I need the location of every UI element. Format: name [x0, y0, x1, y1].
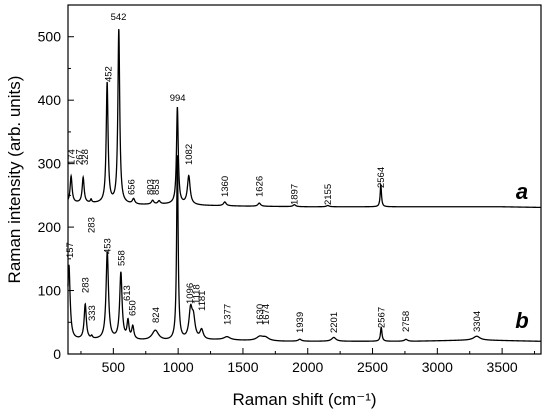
plot-frame — [67, 4, 542, 355]
series-a-peak-label: 452 — [104, 66, 115, 82]
series-tag-b: b — [515, 308, 528, 333]
series-b-peak-label: 333 — [87, 305, 98, 321]
x-tick-label: 3500 — [487, 359, 518, 375]
series-b-peak-label: 558 — [117, 250, 128, 266]
x-tick-label: 1500 — [227, 359, 258, 375]
series-b-peak-label: 157 — [65, 242, 76, 258]
series-a-peak-label: 1897 — [290, 184, 301, 205]
series-a-peak-label: 853 — [151, 179, 162, 195]
series-a-peak-label: 2155 — [323, 184, 334, 205]
series-b-peak-label: 1377 — [222, 304, 233, 325]
series-b-peak-label: 1674 — [261, 304, 272, 325]
series-a-peak-label: 2564 — [376, 167, 387, 188]
series-b-peak-label: 453 — [103, 238, 114, 254]
y-tick-label: 100 — [38, 283, 62, 299]
series-b-peak-label: 283 — [80, 277, 91, 293]
series-a-peak-label: 1360 — [220, 176, 231, 197]
series-b-peak-label: 1181 — [197, 291, 208, 311]
series-b-peak-label: 824 — [151, 307, 162, 323]
y-tick-label: 400 — [38, 92, 62, 108]
series-b-peak-label: 2758 — [401, 311, 412, 332]
series-b-peak-label: 1630 — [255, 304, 266, 325]
x-axis-title: Raman shift (cm⁻¹) — [232, 390, 376, 409]
series-b-peak-label: 613 — [122, 285, 133, 301]
y-tick-label: 300 — [38, 156, 62, 172]
x-tick-label: 3000 — [422, 359, 453, 375]
series-a-peak-label: 174 — [66, 149, 77, 165]
y-tick-label: 500 — [38, 29, 62, 45]
y-axis-title: Raman intensity (arb. units) — [5, 76, 24, 284]
series-a-peak-label: 1626 — [255, 176, 266, 197]
y-tick-label: 0 — [53, 346, 61, 362]
series-b-peak-label: 2567 — [377, 307, 388, 328]
series-a-peak-label: 267 — [74, 149, 85, 165]
series-b-peak-label: 2201 — [329, 312, 340, 333]
series-a-peak-label: 656 — [126, 179, 137, 195]
series-a-peak-label: 994 — [170, 93, 186, 104]
series-tag-a: a — [516, 179, 528, 204]
series-line-a — [67, 29, 541, 209]
x-tick-label: 1000 — [163, 359, 194, 375]
series-line-b — [67, 155, 541, 342]
series-a-peak-label: 1082 — [184, 144, 195, 165]
series-b-peak-label: 1118 — [191, 284, 202, 304]
series-b-peak-label: 650 — [127, 300, 138, 316]
series-b-peak-label: 3304 — [472, 311, 483, 332]
x-tick-label: 500 — [102, 359, 126, 375]
x-tick-label: 2500 — [357, 359, 388, 375]
series-a-peak-label: 803 — [146, 179, 157, 195]
x-tick-label: 2000 — [292, 359, 323, 375]
series-b-peak-label: 1096 — [185, 283, 196, 304]
series-a-peak-label: 328 — [80, 149, 91, 165]
series-a-peak-label: 542 — [111, 12, 127, 23]
y-tick-label: 200 — [38, 219, 62, 235]
series-a-peak-label: 283 — [86, 217, 97, 233]
series-b-peak-label: 1939 — [295, 312, 306, 333]
